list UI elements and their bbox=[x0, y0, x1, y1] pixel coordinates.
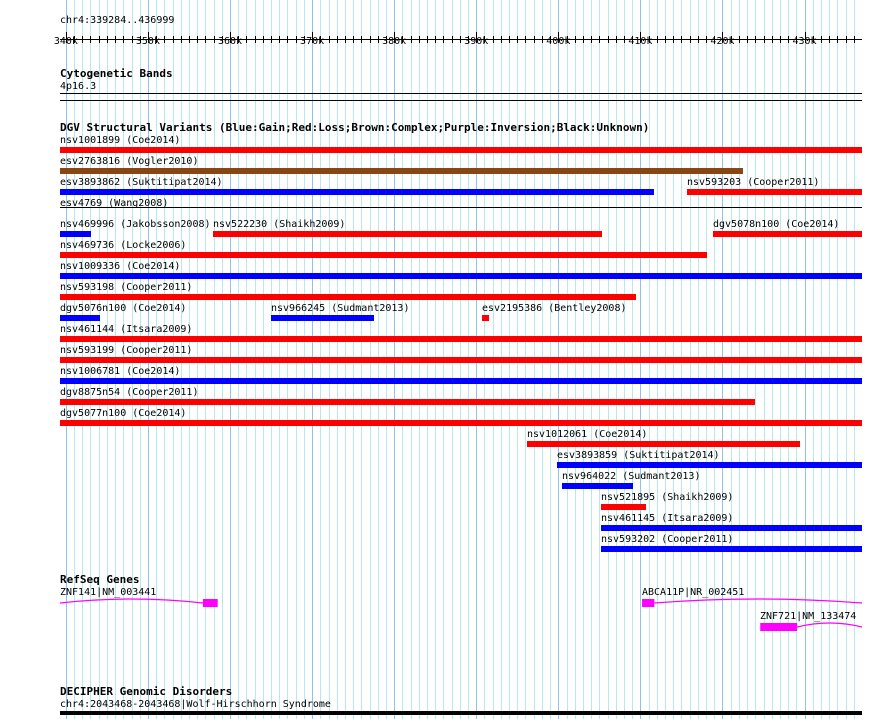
variant-bar-loss[interactable] bbox=[60, 147, 862, 153]
ruler-tick-label: 410k bbox=[628, 36, 652, 47]
gene-model[interactable] bbox=[0, 621, 890, 635]
variant-bar-gain[interactable] bbox=[60, 189, 654, 195]
intron-line bbox=[654, 598, 863, 604]
ruler-tick-label: 400k bbox=[546, 36, 570, 47]
gene-label[interactable]: ABCA11P|NR_002451 bbox=[642, 587, 745, 598]
variant-bar-gain[interactable] bbox=[601, 525, 862, 531]
variant-label: nsv593203 (Cooper2011) bbox=[687, 177, 820, 188]
cytoband-separator bbox=[60, 100, 862, 101]
gene-model[interactable] bbox=[0, 597, 890, 611]
gene-label[interactable]: ZNF141|NM_003441 bbox=[60, 587, 157, 598]
variant-bar-loss[interactable] bbox=[60, 420, 862, 426]
ruler-tick-label: 380k bbox=[382, 36, 406, 47]
variant-label: nsv1001899 (Coe2014) bbox=[60, 135, 181, 146]
variant-label: dgv5078n100 (Coe2014) bbox=[713, 219, 840, 230]
variant-bar-loss[interactable] bbox=[60, 294, 636, 300]
variant-label: esv3893859 (Suktitipat2014) bbox=[557, 450, 720, 461]
variant-label: nsv1006781 (Coe2014) bbox=[60, 366, 181, 377]
decipher-feature-bar[interactable] bbox=[60, 711, 862, 715]
variant-bar-gain[interactable] bbox=[271, 315, 374, 321]
variant-bar-complex[interactable] bbox=[60, 168, 743, 174]
intron-line bbox=[797, 622, 863, 628]
exon-block bbox=[760, 623, 798, 631]
cytoband-line bbox=[60, 93, 862, 94]
variant-label: nsv522230 (Shaikh2009) bbox=[213, 219, 346, 230]
variant-bar-gain[interactable] bbox=[60, 378, 862, 384]
variant-bar-gain[interactable] bbox=[562, 483, 633, 489]
variant-bar-gain[interactable] bbox=[601, 546, 862, 552]
variant-label: nsv1009336 (Coe2014) bbox=[60, 261, 181, 272]
variant-label: esv2195386 (Bentley2008) bbox=[482, 303, 627, 314]
variant-label: nsv1012061 (Coe2014) bbox=[527, 429, 648, 440]
variant-bar-loss[interactable] bbox=[213, 231, 602, 237]
ruler-tick-label: 390k bbox=[464, 36, 488, 47]
ruler-tick-label: 340k bbox=[54, 36, 78, 47]
variant-label: nsv469996 (Jakobsson2008) bbox=[60, 219, 211, 230]
decipher-feature-label[interactable]: chr4:2043468-2043468|Wolf-Hirschhorn Syn… bbox=[60, 699, 331, 710]
ruler-tick-label: 430k bbox=[793, 36, 817, 47]
variant-label: nsv966245 (Sudmant2013) bbox=[271, 303, 410, 314]
decipher-track-title: DECIPHER Genomic Disorders bbox=[60, 685, 233, 698]
exon-block bbox=[202, 599, 218, 607]
exon-block bbox=[642, 599, 655, 607]
variant-label: dgv5077n100 (Coe2014) bbox=[60, 408, 187, 419]
ruler-tick-label: 370k bbox=[300, 36, 324, 47]
coordinate-ruler[interactable]: 340k 350k 360k 370k 380k 390k 400k 410k 420k 430k bbox=[0, 28, 890, 50]
variant-bar-loss[interactable] bbox=[60, 336, 862, 342]
variant-bar-loss[interactable] bbox=[713, 231, 862, 237]
variant-label: nsv461145 (Itsara2009) bbox=[601, 513, 734, 524]
variant-bar-loss[interactable] bbox=[527, 441, 800, 447]
variant-label: nsv593198 (Cooper2011) bbox=[60, 282, 193, 293]
gene-label[interactable]: ZNF721|NM_133474 bbox=[760, 611, 857, 622]
cytogenetic-bands-title: Cytogenetic Bands bbox=[60, 67, 173, 80]
variant-label: nsv964022 (Sudmant2013) bbox=[562, 471, 701, 482]
variant-label: nsv469736 (Locke2006) bbox=[60, 240, 187, 251]
ruler-tick-label: 420k bbox=[710, 36, 734, 47]
variant-label: dgv5076n100 (Coe2014) bbox=[60, 303, 187, 314]
ruler-tick-label: 350k bbox=[136, 36, 160, 47]
intron-line bbox=[59, 598, 204, 604]
variant-label: esv4769 (Wang2008) bbox=[60, 198, 169, 209]
variant-label: esv2763816 (Vogler2010) bbox=[60, 156, 199, 167]
variant-label: nsv461144 (Itsara2009) bbox=[60, 324, 193, 335]
refseq-track-title: RefSeq Genes bbox=[60, 573, 140, 586]
variant-label: nsv593202 (Cooper2011) bbox=[601, 534, 734, 545]
variant-bar-loss[interactable] bbox=[60, 252, 707, 258]
variant-bar-gain[interactable] bbox=[557, 462, 862, 468]
dgv-track-title: DGV Structural Variants (Blue:Gain;Red:L… bbox=[60, 121, 650, 134]
cytoband-label[interactable]: 4p16.3 bbox=[60, 81, 97, 92]
ruler-tick-label: 360k bbox=[218, 36, 242, 47]
location-label: chr4:339284..436999 bbox=[60, 15, 175, 26]
variant-bar-loss[interactable] bbox=[60, 399, 755, 405]
variant-bar-loss[interactable] bbox=[482, 315, 489, 321]
variant-bar-gain[interactable] bbox=[60, 273, 862, 279]
variant-label: dgv8875n54 (Cooper2011) bbox=[60, 387, 199, 398]
variant-bar-gain[interactable] bbox=[60, 231, 91, 237]
variant-label: nsv521895 (Shaikh2009) bbox=[601, 492, 734, 503]
variant-label: esv3893862 (Suktitipat2014) bbox=[60, 177, 223, 188]
variant-bar-loss[interactable] bbox=[60, 357, 862, 363]
variant-label: nsv593199 (Cooper2011) bbox=[60, 345, 193, 356]
variant-bar-loss[interactable] bbox=[601, 504, 646, 510]
variant-bar-unknown[interactable] bbox=[60, 207, 862, 208]
variant-bar-loss[interactable] bbox=[687, 189, 862, 195]
variant-bar-gain[interactable] bbox=[60, 315, 100, 321]
gene-model[interactable] bbox=[0, 597, 890, 611]
